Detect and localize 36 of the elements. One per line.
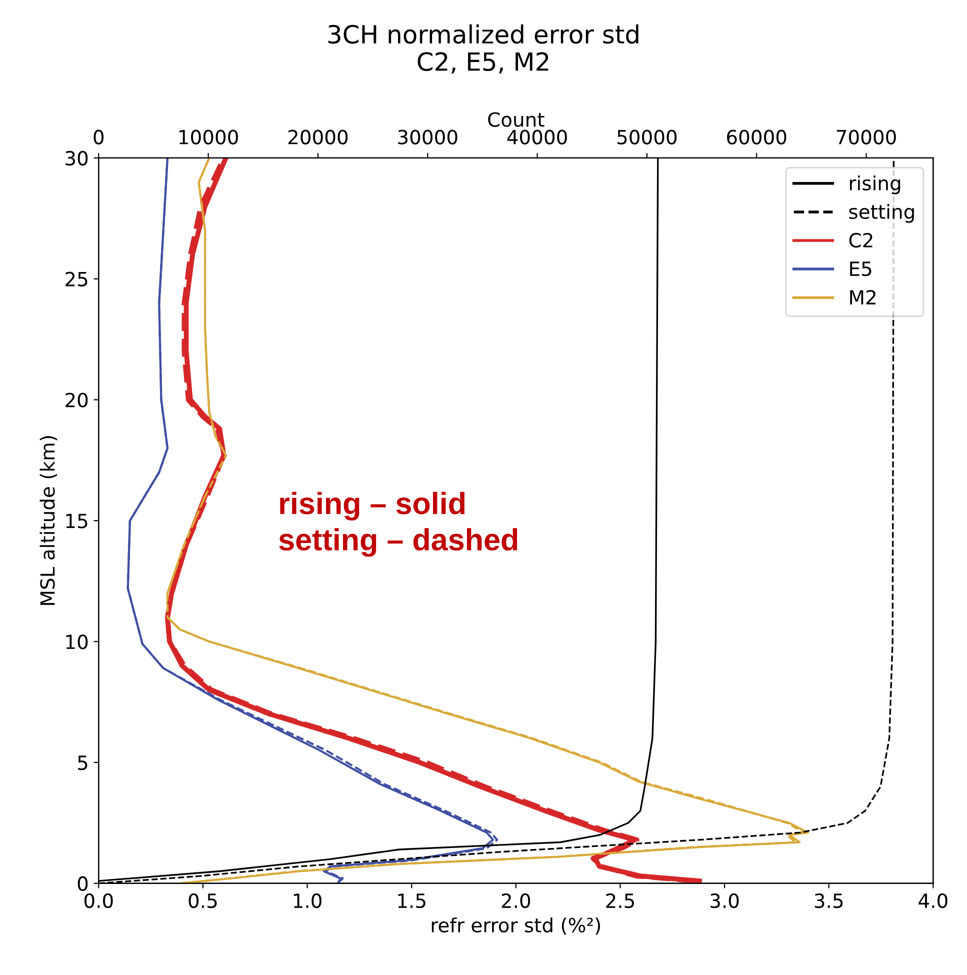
legend-label: M2 bbox=[850, 290, 876, 304]
y-tick-label: 10 bbox=[66, 634, 88, 650]
legend-label: setting bbox=[849, 204, 914, 223]
legend-label: rising bbox=[850, 175, 900, 194]
x2-tick-label: 50000 bbox=[618, 130, 677, 144]
x-tick-label: 3.0 bbox=[710, 893, 739, 908]
y-tick-label: 5 bbox=[78, 756, 88, 770]
x-tick-label: 0.5 bbox=[188, 893, 217, 908]
x-tick-label: 2.0 bbox=[502, 893, 530, 908]
x-axis-title: refr error std (%²) bbox=[432, 917, 600, 935]
x-tick-label: 1.0 bbox=[294, 893, 322, 908]
x2-tick-label: 30000 bbox=[398, 130, 458, 144]
x-tick-label: 4.0 bbox=[918, 893, 948, 908]
x-tick-label: 3.5 bbox=[814, 893, 843, 908]
y-tick-label: 15 bbox=[66, 514, 88, 528]
y-tick-label: 25 bbox=[66, 272, 88, 287]
x2-tick-label: 60000 bbox=[727, 130, 786, 144]
chart-subtitle: C2, E5, M2 bbox=[418, 52, 548, 74]
y-tick-label: 0 bbox=[78, 876, 88, 892]
annotation: setting – dashed bbox=[279, 528, 518, 557]
legend-label: C2 bbox=[849, 232, 872, 248]
x2-tick-label: 20000 bbox=[288, 130, 348, 144]
x2-tick-label: 40000 bbox=[507, 130, 567, 144]
legend-label: E5 bbox=[850, 262, 872, 276]
x-tick-label: 0.0 bbox=[84, 893, 113, 908]
x2-axis-title: Count bbox=[488, 112, 544, 127]
y-tick-label: 20 bbox=[66, 392, 88, 408]
x2-tick-label: 10000 bbox=[180, 130, 238, 144]
y-tick-label: 30 bbox=[66, 150, 88, 166]
x-tick-label: 1.5 bbox=[398, 894, 426, 908]
y-axis-title: MSL altitude (km) bbox=[40, 436, 58, 605]
x2-tick-label: 0 bbox=[94, 130, 104, 144]
x2-tick-label: 70000 bbox=[836, 130, 896, 144]
annotation: rising – solid bbox=[280, 492, 465, 520]
x-tick-label: 2.5 bbox=[606, 893, 634, 908]
chart-title: 3CH normalized error std bbox=[328, 24, 638, 44]
